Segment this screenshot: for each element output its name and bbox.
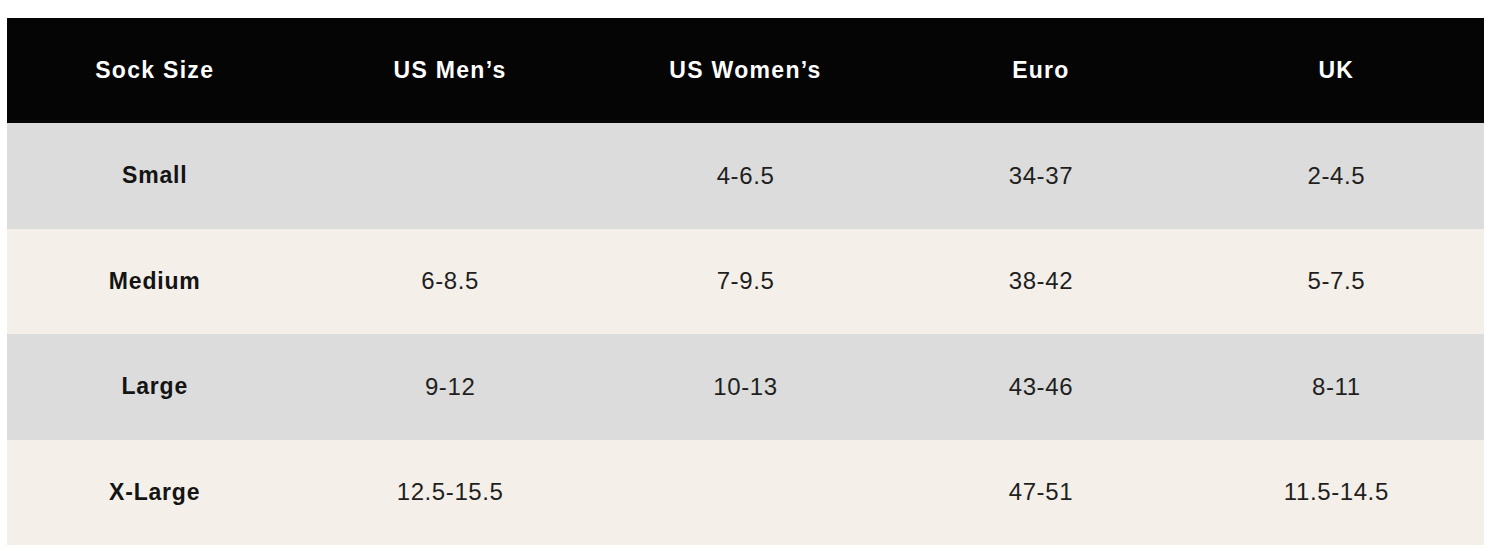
- cell-medium-uk: 5-7.5: [1189, 229, 1484, 335]
- cell-large-us-mens: 9-12: [302, 334, 597, 440]
- header-cell-sock-size: Sock Size: [7, 18, 302, 123]
- table-row-large: Large 9-12 10-13 43-46 8-11: [7, 334, 1484, 440]
- page: Sock Size US Men’s US Women’s Euro UK Sm…: [0, 0, 1500, 551]
- cell-small-euro: 34-37: [893, 123, 1188, 229]
- header-cell-euro: Euro: [893, 18, 1188, 123]
- cell-large-us-womens: 10-13: [598, 334, 893, 440]
- cell-medium-us-mens: 6-8.5: [302, 229, 597, 335]
- table-row-medium: Medium 6-8.5 7-9.5 38-42 5-7.5: [7, 229, 1484, 335]
- cell-large-uk: 8-11: [1189, 334, 1484, 440]
- row-label-small: Small: [7, 123, 302, 229]
- cell-medium-euro: 38-42: [893, 229, 1188, 335]
- row-label-medium: Medium: [7, 229, 302, 335]
- row-label-xlarge: X-Large: [7, 440, 302, 546]
- cell-medium-us-womens: 7-9.5: [598, 229, 893, 335]
- row-label-large: Large: [7, 334, 302, 440]
- sock-size-chart-table: Sock Size US Men’s US Women’s Euro UK Sm…: [7, 18, 1484, 545]
- cell-small-uk: 2-4.5: [1189, 123, 1484, 229]
- table-row-small: Small 4-6.5 34-37 2-4.5: [7, 123, 1484, 229]
- cell-xlarge-us-womens: [598, 440, 893, 546]
- table-row-xlarge: X-Large 12.5-15.5 47-51 11.5-14.5: [7, 440, 1484, 546]
- header-cell-us-mens: US Men’s: [302, 18, 597, 123]
- cell-small-us-womens: 4-6.5: [598, 123, 893, 229]
- cell-xlarge-uk: 11.5-14.5: [1189, 440, 1484, 546]
- header-cell-uk: UK: [1189, 18, 1484, 123]
- cell-small-us-mens: [302, 123, 597, 229]
- cell-xlarge-euro: 47-51: [893, 440, 1188, 546]
- header-cell-us-womens: US Women’s: [598, 18, 893, 123]
- table-header-row: Sock Size US Men’s US Women’s Euro UK: [7, 18, 1484, 123]
- cell-xlarge-us-mens: 12.5-15.5: [302, 440, 597, 546]
- cell-large-euro: 43-46: [893, 334, 1188, 440]
